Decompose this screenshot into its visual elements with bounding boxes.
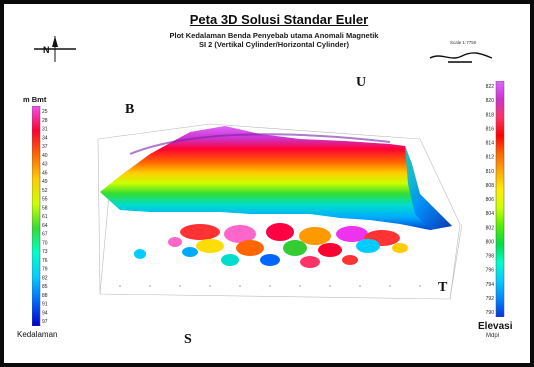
depth-tick-label: 70 bbox=[42, 240, 48, 246]
depth-tick-label: 67 bbox=[42, 232, 48, 238]
depth-tick-label: 97 bbox=[42, 319, 48, 325]
elevation-tick-label: 800 bbox=[486, 239, 495, 245]
elevation-tick-label: 790 bbox=[486, 310, 495, 316]
euler-solution-clusters bbox=[134, 223, 408, 268]
map-subtitle-line2: SI 2 (Vertikal Cylinder/Horizontal Cylin… bbox=[198, 40, 350, 49]
depth-tick-label: 82 bbox=[42, 275, 48, 281]
scale-label: Scale 1:7750 bbox=[450, 40, 477, 45]
depth-tick-label: 25 bbox=[42, 109, 48, 115]
grid-dots bbox=[119, 285, 421, 287]
elevation-tick-label: 816 bbox=[486, 126, 495, 132]
depth-tick-label: 85 bbox=[42, 284, 48, 290]
depth-tick-label: 64 bbox=[42, 223, 48, 229]
depth-tick-label: 49 bbox=[42, 179, 48, 185]
depth-tick-label: 94 bbox=[42, 310, 48, 316]
terrain-east-face bbox=[405, 146, 452, 230]
elevation-tick-label: 798 bbox=[486, 254, 495, 260]
depth-tick-label: 28 bbox=[42, 118, 48, 124]
depth-tick-label: 91 bbox=[42, 302, 48, 308]
depth-tick-label: 61 bbox=[42, 214, 48, 220]
map-title: Peta 3D Solusi Standar Euler bbox=[189, 12, 369, 27]
elevation-tick-label: 820 bbox=[486, 98, 495, 104]
direction-south-label: S bbox=[184, 332, 192, 347]
scale-bar bbox=[429, 52, 493, 63]
direction-west-label: B bbox=[125, 102, 135, 117]
elevation-legend-title: Elevasi bbox=[478, 321, 513, 332]
elevation-tick-label: 810 bbox=[486, 169, 495, 175]
depth-tick-label: 55 bbox=[42, 197, 48, 203]
elevation-tick-label: 792 bbox=[486, 296, 495, 302]
depth-tick-label: 37 bbox=[42, 144, 48, 150]
elevation-tick-label: 804 bbox=[486, 211, 495, 217]
depth-tick-label: 43 bbox=[42, 162, 48, 168]
depth-tick-label: 88 bbox=[42, 293, 48, 299]
elevation-tick-label: 808 bbox=[486, 183, 495, 189]
depth-tick-label: 73 bbox=[42, 249, 48, 255]
north-letter: N bbox=[43, 45, 50, 55]
depth-tick-label: 31 bbox=[42, 127, 48, 133]
elevation-tick-label: 796 bbox=[486, 268, 495, 274]
depth-tick-label: 46 bbox=[42, 170, 48, 176]
depth-legend-title: m Bmt bbox=[23, 95, 47, 104]
elevation-tick-label: 812 bbox=[486, 155, 495, 161]
terrain-body bbox=[100, 126, 452, 230]
elevation-tick-label: 802 bbox=[486, 225, 495, 231]
map-subtitle-line1: Plot Kedalaman Benda Penyebab utama Anom… bbox=[169, 31, 379, 40]
elevation-tick-label: 818 bbox=[486, 112, 495, 118]
depth-tick-label: 79 bbox=[42, 267, 48, 273]
elevation-tick-label: 806 bbox=[486, 197, 495, 203]
bounding-box-lines bbox=[97, 123, 462, 300]
depth-tick-label: 58 bbox=[42, 205, 48, 211]
elevation-3d-surface bbox=[97, 123, 462, 300]
depth-tick-label: 34 bbox=[42, 135, 48, 141]
direction-north-label: U bbox=[356, 75, 367, 90]
elevation-tick-label: 794 bbox=[486, 282, 495, 288]
depth-tick-label: 40 bbox=[42, 153, 48, 159]
depth-color-bar: 25 28 31 34 37 40 43 46 49 52 55 58 61 64 67 70 73 76 79 82… bbox=[32, 106, 48, 326]
depth-tick-label: 76 bbox=[42, 258, 48, 264]
elevation-tick-label: 822 bbox=[486, 84, 495, 90]
north-arrow-icon: N bbox=[34, 36, 76, 62]
depth-legend-footer: Kedalaman bbox=[17, 330, 58, 339]
depth-tick-label: 52 bbox=[42, 188, 48, 194]
elevation-color-bar: 822 820 818 816 814 812 810 808 806 804 802 800 798 7… bbox=[486, 81, 505, 317]
elevation-legend-unit: Mdpl bbox=[486, 333, 500, 339]
direction-east-label: T bbox=[438, 280, 448, 295]
elevation-tick-label: 814 bbox=[486, 141, 495, 147]
